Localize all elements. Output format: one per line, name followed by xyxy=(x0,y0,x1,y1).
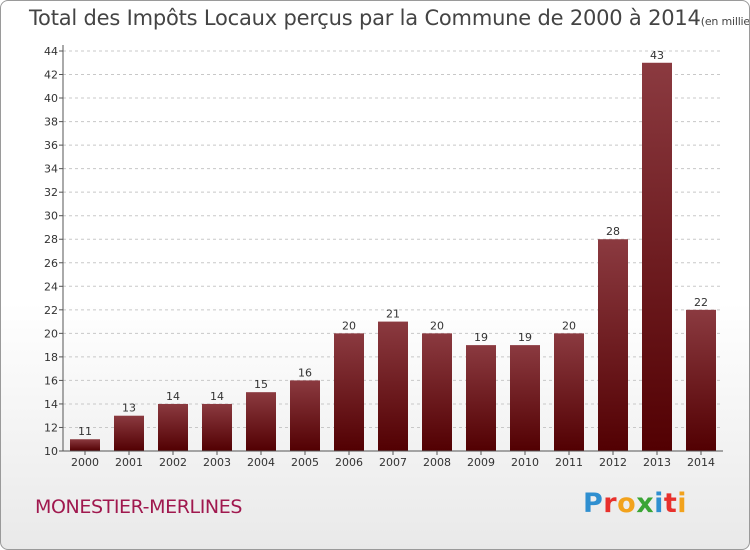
y-tick-label: 40 xyxy=(44,92,58,105)
bar-2011 xyxy=(554,333,584,451)
bar-2003 xyxy=(202,403,232,451)
bar-2004 xyxy=(246,392,276,451)
x-tick-label: 2002 xyxy=(159,456,187,469)
data-label: 28 xyxy=(606,225,620,238)
data-label: 22 xyxy=(694,296,708,309)
y-tick-label: 22 xyxy=(44,304,58,317)
data-label: 15 xyxy=(254,378,268,391)
commune-name: MONESTIER-MERLINES xyxy=(35,496,242,518)
axes: 10 12 14 16 18 20 22 24 26 28 30 32 34 36 38 40 42 44 2000… xyxy=(44,45,723,469)
bar-2012 xyxy=(598,239,628,451)
x-tick-label: 2010 xyxy=(511,456,539,469)
data-label: 20 xyxy=(342,319,356,332)
logo-letter: o xyxy=(617,488,637,519)
x-tick-label: 2013 xyxy=(643,456,671,469)
bar-2008 xyxy=(422,333,452,451)
data-label: 16 xyxy=(298,366,312,379)
x-tick-label: 2012 xyxy=(599,456,627,469)
x-tick-label: 2000 xyxy=(71,456,99,469)
title-unit: (en milliers d'€) xyxy=(700,15,750,28)
y-tick-label: 12 xyxy=(44,421,58,434)
data-label: 19 xyxy=(518,331,532,344)
y-tick-label: 20 xyxy=(44,327,58,340)
bar-2002 xyxy=(158,403,188,451)
logo-letter: t xyxy=(663,488,678,519)
data-label: 20 xyxy=(430,319,444,332)
x-tick-label: 2003 xyxy=(203,456,231,469)
y-tick-label: 16 xyxy=(44,374,58,387)
logo-letter: i xyxy=(677,488,688,519)
bar-2013 xyxy=(642,62,672,451)
bar-2009 xyxy=(466,345,496,451)
x-tick-label: 2014 xyxy=(687,456,715,469)
x-tick-label: 2009 xyxy=(467,456,495,469)
bar-2001 xyxy=(114,415,144,451)
logo-letter: x xyxy=(636,488,655,519)
data-label: 21 xyxy=(386,308,400,321)
y-tick-label: 38 xyxy=(44,116,58,129)
data-label: 14 xyxy=(210,390,224,403)
y-tick-label: 10 xyxy=(44,445,58,458)
x-tick-label: 2005 xyxy=(291,456,319,469)
data-label: 13 xyxy=(122,402,136,415)
x-tick-label: 2011 xyxy=(555,456,583,469)
bar-2006 xyxy=(334,333,364,451)
y-tick-label: 28 xyxy=(44,233,58,246)
x-tick-label: 2001 xyxy=(115,456,143,469)
bar-2010 xyxy=(510,345,540,451)
data-label: 14 xyxy=(166,390,180,403)
x-tick-label: 2007 xyxy=(379,456,407,469)
y-tick-label: 44 xyxy=(44,45,58,58)
x-tick-label: 2006 xyxy=(335,456,363,469)
data-label: 43 xyxy=(650,49,664,62)
data-label: 20 xyxy=(562,319,576,332)
y-tick-label: 30 xyxy=(44,210,58,223)
y-tick-label: 34 xyxy=(44,163,58,176)
y-tick-label: 32 xyxy=(44,186,58,199)
x-tick-label: 2008 xyxy=(423,456,451,469)
logo-letter: i xyxy=(654,488,664,519)
chart-title: Total des Impôts Locaux perçus par la Co… xyxy=(29,6,750,30)
logo-letter: P xyxy=(583,488,604,519)
logo-letter: r xyxy=(603,488,618,519)
bars: 11 13 14 14 15 16 20 21 20 19 19 20 28 43 22 xyxy=(70,49,716,451)
y-tick-label: 18 xyxy=(44,351,58,364)
data-label: 19 xyxy=(474,331,488,344)
title-text: Total des Impôts Locaux perçus par la Co… xyxy=(29,6,701,30)
y-tick-label: 14 xyxy=(44,398,58,411)
y-tick-label: 36 xyxy=(44,139,58,152)
bar-2014 xyxy=(686,309,716,451)
y-tick-label: 42 xyxy=(44,69,58,82)
data-label: 11 xyxy=(78,425,92,438)
y-tick-label: 24 xyxy=(44,280,58,293)
proxiti-logo: Proxiti xyxy=(583,488,687,519)
y-tick-label: 26 xyxy=(44,257,58,270)
bar-2005 xyxy=(290,380,320,451)
bar-2000 xyxy=(70,439,100,451)
x-tick-label: 2004 xyxy=(247,456,275,469)
bar-2007 xyxy=(378,321,408,451)
